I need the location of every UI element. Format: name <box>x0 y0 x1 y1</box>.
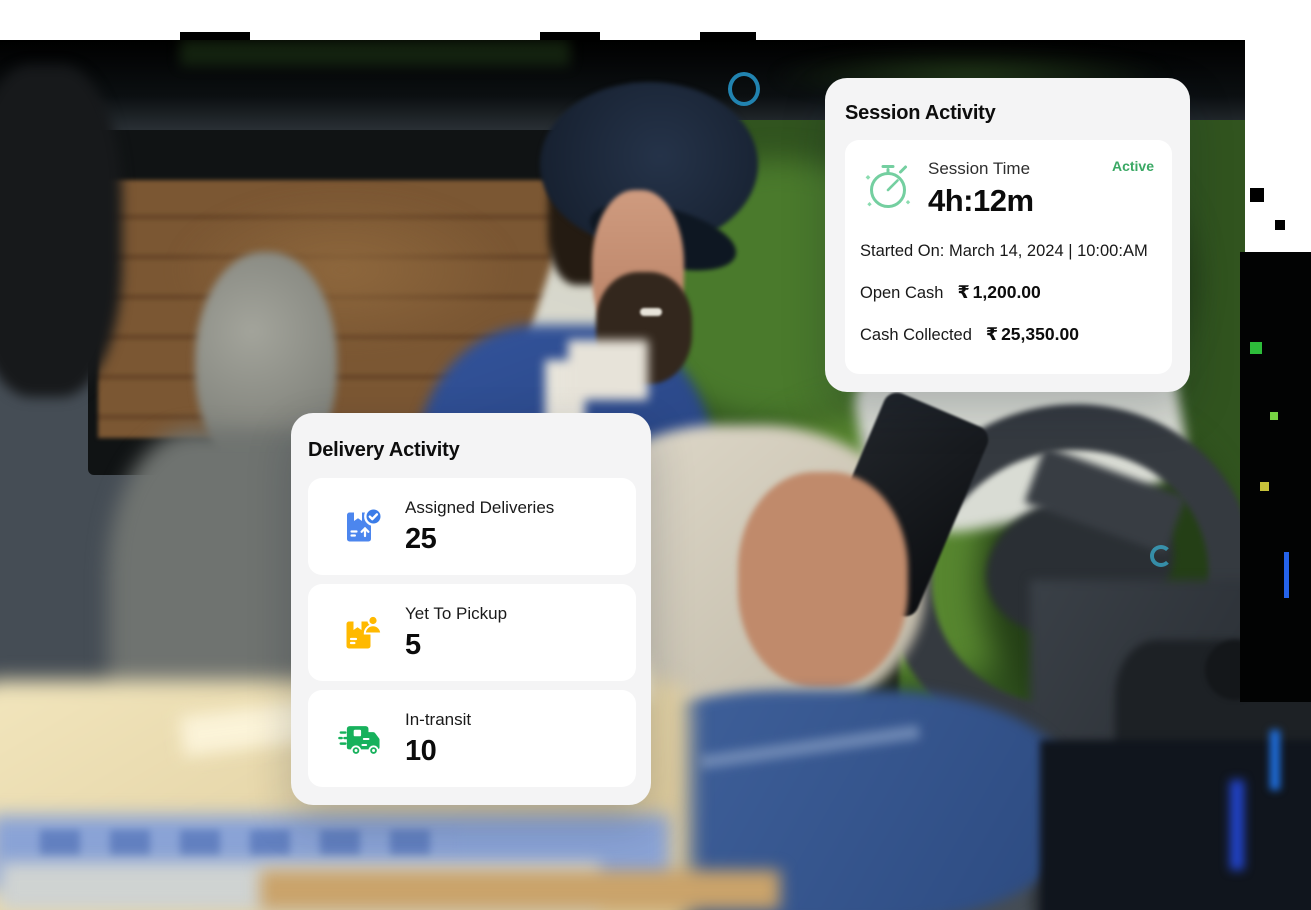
pixel-artifact <box>1270 412 1278 420</box>
glitch-artifact <box>1150 545 1172 567</box>
open-cash-amount: ₹1,200.00 <box>957 282 1040 303</box>
photo-right-edge <box>1240 252 1311 702</box>
pixel-artifact <box>1284 552 1289 598</box>
yet-to-pickup-tile: Yet To Pickup 5 <box>308 584 636 681</box>
cash-collected-number: 25,350.00 <box>1001 324 1079 344</box>
driver-smile <box>640 308 662 316</box>
glitch-artifact <box>1270 730 1280 790</box>
stat-value: 25 <box>405 522 437 555</box>
open-cash-number: 1,200.00 <box>972 282 1041 302</box>
shirt-collar <box>568 340 648 400</box>
cash-collected-amount: ₹25,350.00 <box>986 324 1079 345</box>
driver-hand <box>738 472 908 687</box>
box-edge <box>260 870 780 910</box>
package-check-icon <box>338 503 386 551</box>
delivery-activity-card: Delivery Activity Assigned Deliveries <box>291 413 651 805</box>
rupee-symbol: ₹ <box>957 282 970 302</box>
session-time-label: Session Time <box>928 159 1031 178</box>
driver-seat <box>1040 740 1311 910</box>
jagged-edge <box>540 32 600 40</box>
stat-label: Assigned Deliveries <box>405 497 555 517</box>
stat-label: In-transit <box>405 709 472 729</box>
glitch-artifact <box>1230 780 1244 870</box>
jagged-edge <box>700 32 756 40</box>
treetop-edge <box>180 40 570 66</box>
stat-value: 5 <box>405 628 421 661</box>
jagged-edge <box>180 32 250 40</box>
session-card-title: Session Activity <box>845 102 996 124</box>
package-person-icon <box>338 609 386 657</box>
truck-icon <box>338 715 386 763</box>
pixel-artifact <box>1275 220 1285 230</box>
session-status-badge: Active <box>1111 158 1154 174</box>
decorative-ring <box>728 72 760 106</box>
stat-value: 10 <box>405 734 437 767</box>
transparency-edge <box>1245 40 1311 252</box>
pixel-artifact <box>1250 342 1262 354</box>
session-activity-card: Session Activity <box>825 78 1190 392</box>
stat-label: Yet To Pickup <box>405 603 508 623</box>
session-started-on: Started On: March 14, 2024 | 10:00:AM <box>860 242 1148 260</box>
yet-to-pickup-text: Yet To Pickup 5 <box>405 604 507 662</box>
cash-collected-row: Cash Collected ₹25,350.00 <box>860 324 1154 345</box>
session-time-block: Session Time 4h:12m <box>928 156 1034 219</box>
open-cash-row: Open Cash ₹1,200.00 <box>860 282 1154 303</box>
rear-seat <box>0 65 122 397</box>
session-card-body: Session Time 4h:12m Active Started On: M… <box>845 140 1172 374</box>
stopwatch-icon <box>860 158 916 214</box>
rupee-symbol: ₹ <box>985 324 999 344</box>
cash-collected-label: Cash Collected <box>860 326 972 344</box>
assigned-deliveries-tile: Assigned Deliveries 25 <box>308 478 636 575</box>
label-text-blur <box>40 830 460 856</box>
open-cash-label: Open Cash <box>860 284 944 302</box>
in-transit-tile: In-transit 10 <box>308 690 636 787</box>
assigned-deliveries-text: Assigned Deliveries 25 <box>405 498 554 556</box>
pixel-artifact <box>1260 482 1269 491</box>
delivery-card-title: Delivery Activity <box>308 439 460 461</box>
pixel-artifact <box>1250 188 1264 202</box>
in-transit-text: In-transit 10 <box>405 710 471 768</box>
session-time-value: 4h:12m <box>928 183 1034 218</box>
